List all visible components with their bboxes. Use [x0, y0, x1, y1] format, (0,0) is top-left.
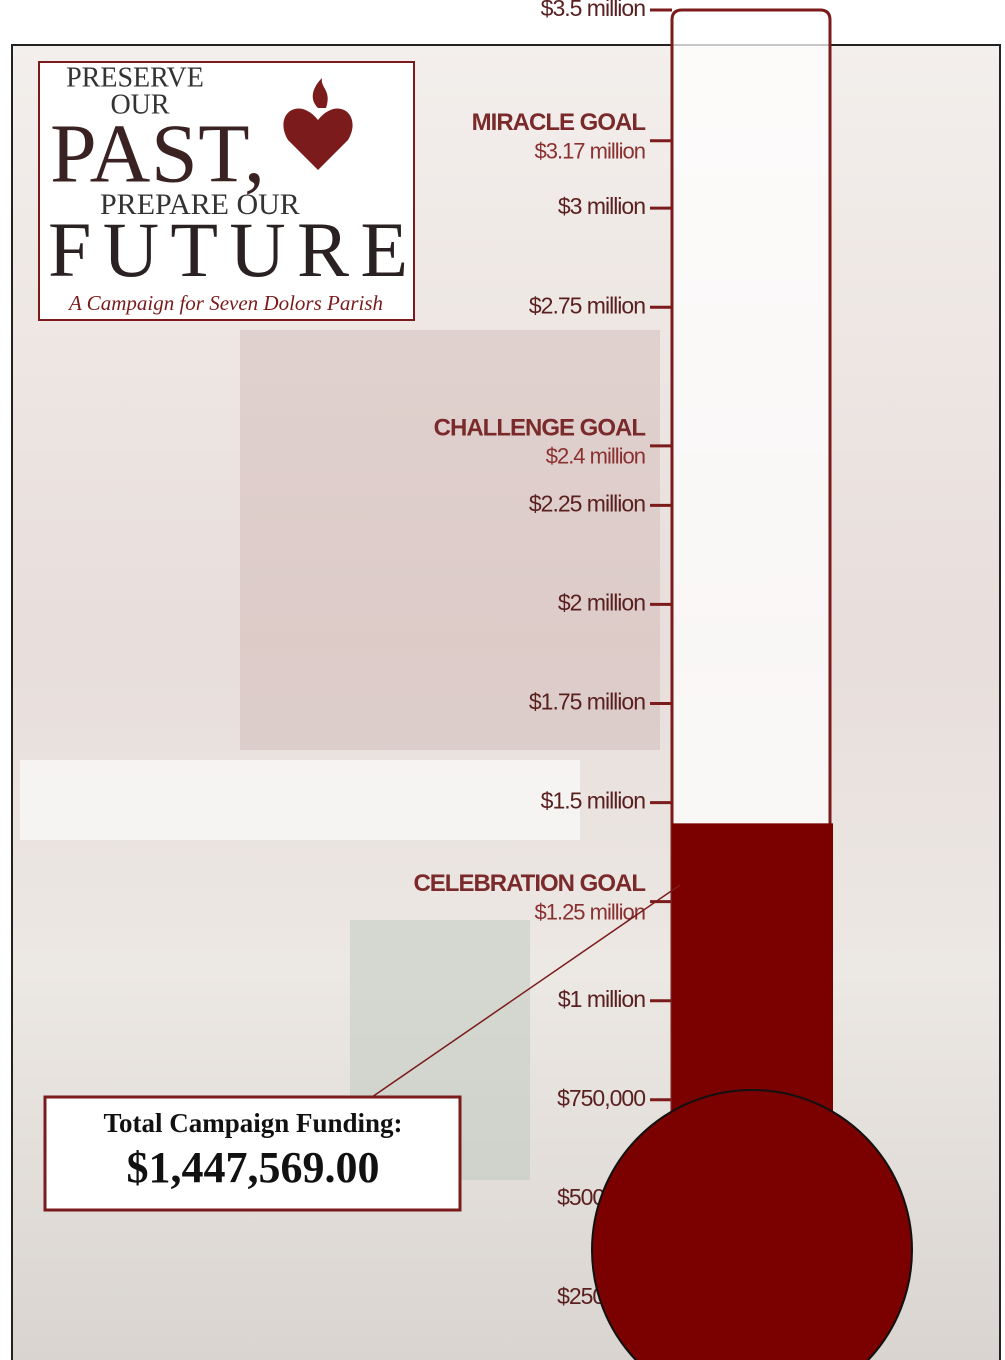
y-tick-label: $2.25 million [529, 490, 645, 516]
y-tick-label: $3 million [558, 193, 645, 219]
y-tick-label: $1.75 million [529, 689, 645, 715]
callout-label: Total Campaign Funding: [103, 1108, 402, 1138]
goal-name: CELEBRATION GOAL [413, 870, 645, 897]
logo-line: PAST, [50, 107, 265, 200]
y-tick-label: $750,000 [557, 1085, 645, 1111]
y-tick-label: $1.5 million [541, 788, 646, 814]
goal-amount: $3.17 million [534, 139, 645, 164]
y-tick-label: $1 million [558, 986, 645, 1012]
chart: PRESERVE OUR PAST, PREPARE OUR FUTURE A … [0, 0, 1005, 1360]
callout-value: $1,447,569.00 [127, 1143, 380, 1192]
photo-shape [240, 330, 660, 750]
logo: PRESERVE OUR PAST, PREPARE OUR FUTURE A … [39, 62, 414, 320]
logo-tagline: A Campaign for Seven Dolors Parish [67, 291, 383, 315]
page: {"logo": {"lines": ["PRESERVE", "OUR", "… [0, 0, 1005, 1360]
y-tick-label: $2.75 million [529, 292, 645, 318]
goal-name: CHALLENGE GOAL [434, 414, 646, 441]
goal-amount: $2.4 million [546, 444, 645, 469]
photo-shape [20, 760, 580, 840]
y-tick-label: $2 million [558, 590, 645, 616]
goal-name: MIRACLE GOAL [472, 109, 646, 136]
y-tick-label: $3.5 million [541, 0, 646, 21]
